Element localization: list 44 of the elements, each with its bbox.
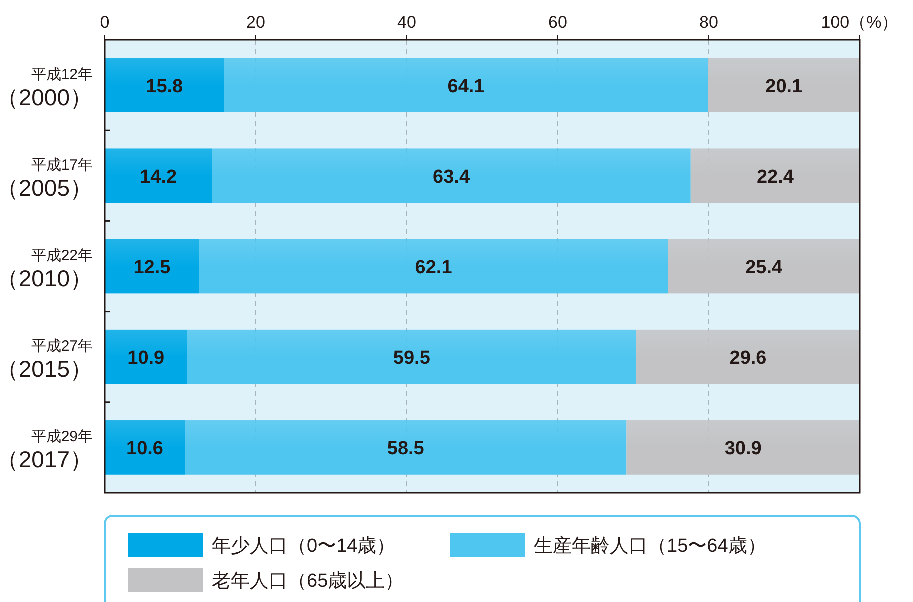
bar: [105, 330, 188, 384]
bar: [636, 330, 860, 384]
data-label: 10.6: [126, 438, 164, 460]
data-label: 12.5: [134, 258, 172, 278]
bar: [105, 58, 224, 112]
legend-label: 生産年齢人口（15〜64歳）: [534, 535, 766, 557]
y-tick-label: 平成22年（2010）: [0, 248, 93, 292]
data-label: 10.9: [128, 348, 165, 370]
data-label: 20.1: [766, 76, 804, 98]
y-tick-label: 平成17年（2005）: [0, 156, 93, 201]
bar: [187, 330, 637, 384]
bar: [708, 58, 860, 112]
legend-label: 年少人口（0〜14歳）: [212, 536, 396, 557]
bar: [105, 239, 200, 294]
bar: [199, 239, 668, 294]
bar: [185, 420, 627, 475]
data-label: 64.1: [448, 76, 486, 98]
x-tick-label: 60: [548, 13, 568, 32]
bar: [212, 148, 691, 204]
bar: [105, 148, 212, 204]
data-label: 14.2: [140, 166, 178, 188]
data-label: 15.8: [146, 76, 184, 98]
bar: [224, 58, 708, 112]
data-label: 63.4: [433, 166, 470, 188]
bar: [626, 420, 860, 475]
data-label: 62.1: [415, 258, 453, 278]
data-label: 22.4: [756, 166, 794, 188]
bar: [105, 420, 186, 475]
data-label: 59.5: [393, 348, 431, 370]
x-tick-label: 100（%）: [821, 13, 899, 32]
data-label: 25.4: [746, 258, 784, 278]
bar: [668, 239, 860, 294]
y-tick-label: 平成29年（2017）: [0, 428, 93, 473]
y-tick-label: 平成27年（2015）: [0, 338, 93, 382]
data-label: 30.9: [724, 438, 762, 460]
bar: [690, 148, 860, 204]
x-tick-label: 80: [700, 13, 718, 32]
x-tick-label: 20: [246, 13, 266, 32]
x-tick-label: 0: [100, 13, 110, 32]
data-label: 29.6: [730, 348, 767, 370]
data-label: 58.5: [387, 438, 425, 460]
legend-label: 老年人口（65歳以上）: [212, 571, 404, 592]
y-tick-label: 平成12年（2000）: [0, 66, 93, 110]
x-tick-label: 40: [398, 13, 416, 32]
